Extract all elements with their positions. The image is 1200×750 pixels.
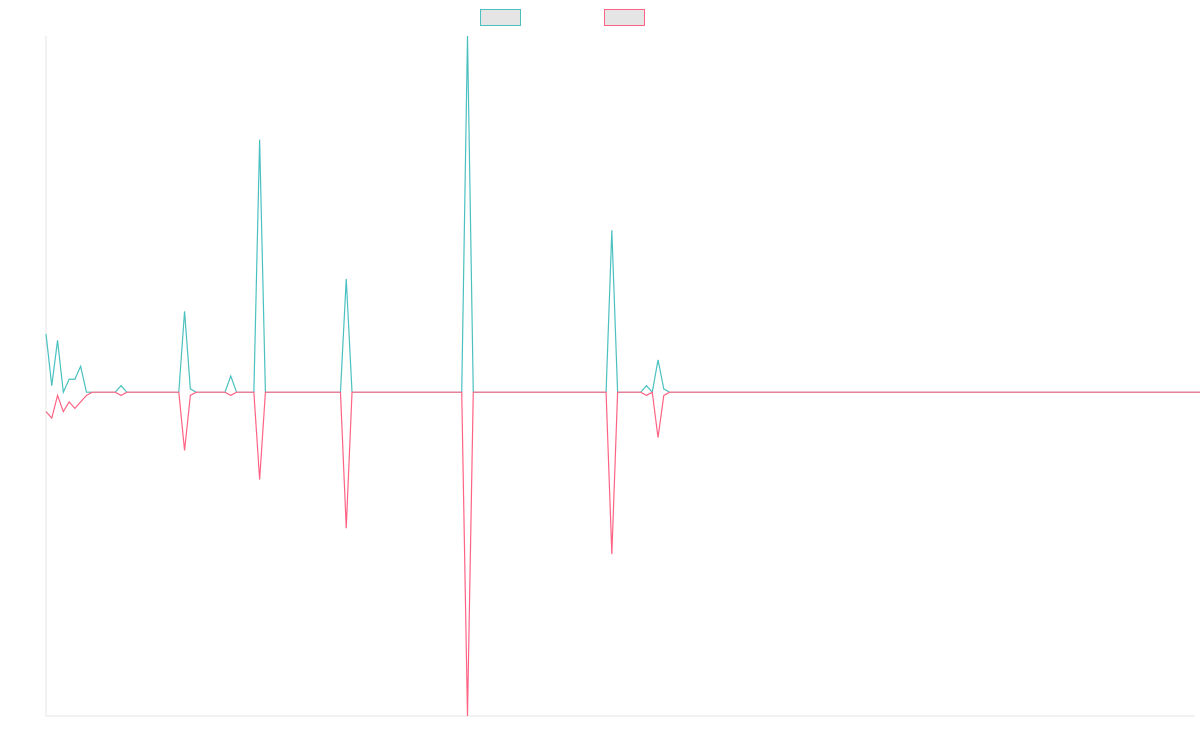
plot-area <box>45 35 1200 717</box>
series-line-2 <box>45 391 1200 717</box>
legend <box>480 9 645 26</box>
axes <box>45 36 1195 717</box>
legend-swatch-1 <box>480 9 521 26</box>
series-line-1 <box>45 35 1200 395</box>
legend-swatch-2 <box>604 9 645 26</box>
